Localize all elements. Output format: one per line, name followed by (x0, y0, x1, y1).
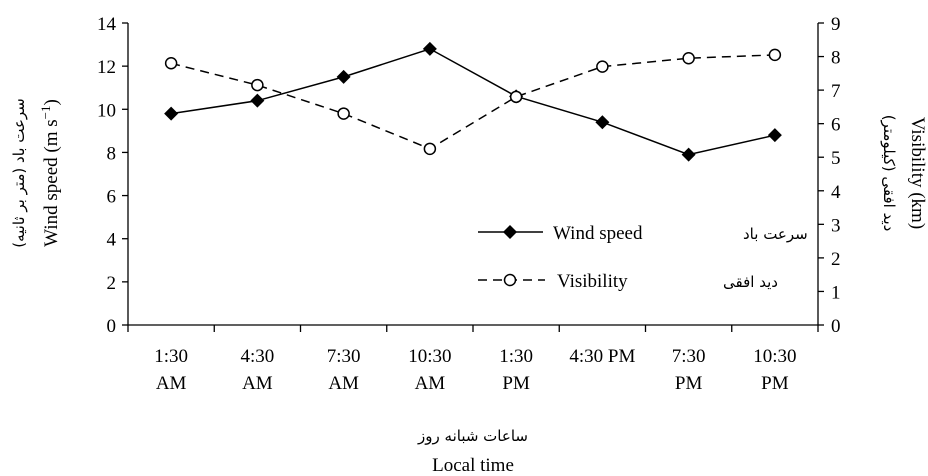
x-title-fa: ساعات شبانه روز (417, 427, 528, 445)
y-left-tick-label: 0 (107, 316, 117, 337)
x-tick-label: 1:30 (499, 346, 533, 367)
legend-visibility-marker (503, 273, 517, 287)
y-left-tick-label: 12 (97, 57, 116, 78)
x-tick-label: 10:30 (408, 346, 451, 367)
x-tick-label: 4:30 PM (569, 346, 635, 367)
y-right-title: Visibility (km) (907, 117, 928, 229)
y-right-tick-label: 6 (831, 115, 841, 136)
x-tick-label: 1:30 (154, 346, 188, 367)
legend-wind-label-fa: سرعت باد (743, 225, 808, 243)
y-right-tick-label: 1 (831, 282, 841, 303)
x-tick-label-period: AM (328, 373, 359, 394)
legend-visibility-label: Visibility (557, 271, 628, 292)
visibility-point (164, 57, 178, 70)
y-left-tick-label: 14 (97, 14, 117, 35)
legend-wind-label: Wind speed (553, 223, 643, 244)
wind-speed-point (336, 69, 351, 84)
legend: Wind speed سرعت باد Visibility دید افقی (478, 223, 808, 292)
x-tick-label: 7:30 (327, 346, 361, 367)
y-right-tick-label: 0 (831, 316, 841, 337)
x-tick-label: 10:30 (753, 346, 796, 367)
y-left-tick-label: 4 (107, 230, 117, 251)
visibility-point (682, 51, 695, 65)
wind-speed-line (170, 48, 776, 156)
wind-speed-point (164, 106, 179, 121)
visibility-point (509, 90, 523, 104)
x-tick-label-period: PM (761, 373, 789, 394)
axes: 0246810121401234567891:30AM4:30AM7:30AM1… (97, 14, 841, 394)
legend-visibility-label-fa: دید افقی (723, 273, 778, 291)
y-right-tick-label: 3 (831, 215, 841, 236)
y-left-tick-label: 2 (107, 273, 117, 294)
y-left-tick-label: 8 (107, 143, 117, 164)
y-right-tick-label: 7 (831, 81, 841, 102)
visibility-point (768, 48, 782, 62)
x-tick-label: 7:30 (672, 346, 706, 367)
visibility-point (423, 142, 437, 156)
y-right-tick-label: 8 (831, 48, 841, 69)
visibility-point (251, 78, 264, 92)
x-tick-label: 4:30 (240, 346, 274, 367)
y-left-tick-label: 10 (97, 100, 116, 121)
wind-speed-point (422, 41, 437, 56)
y-right-tick-label: 2 (831, 249, 841, 270)
y-left-title-fa: سرعت باد (متر بر ثانیه) (10, 98, 28, 248)
y-left-tick-label: 6 (107, 187, 117, 208)
wind-speed-point (767, 128, 782, 143)
visibility-point (337, 107, 350, 120)
y-right-title-fa: دید افقی (کیلومتر) (880, 115, 898, 232)
x-tick-label-period: PM (502, 373, 530, 394)
x-title: Local time (432, 455, 514, 476)
y-right-tick-label: 4 (831, 182, 841, 203)
wind-speed-point (681, 147, 696, 162)
x-tick-label-period: AM (242, 373, 273, 394)
markers (164, 41, 782, 162)
legend-wind-marker (503, 225, 517, 239)
series-lines (170, 48, 776, 156)
y-left-title: Wind speed (m s−1) (38, 99, 62, 247)
wind-speed-point (250, 93, 265, 108)
x-tick-label-period: AM (156, 373, 187, 394)
y-right-tick-label: 5 (831, 148, 841, 169)
x-tick-label-period: AM (415, 373, 446, 394)
x-tick-label-period: PM (675, 373, 703, 394)
y-right-tick-label: 9 (831, 14, 841, 35)
visibility-line (170, 54, 775, 150)
visibility-point (596, 60, 609, 73)
wind-speed-point (595, 115, 610, 130)
